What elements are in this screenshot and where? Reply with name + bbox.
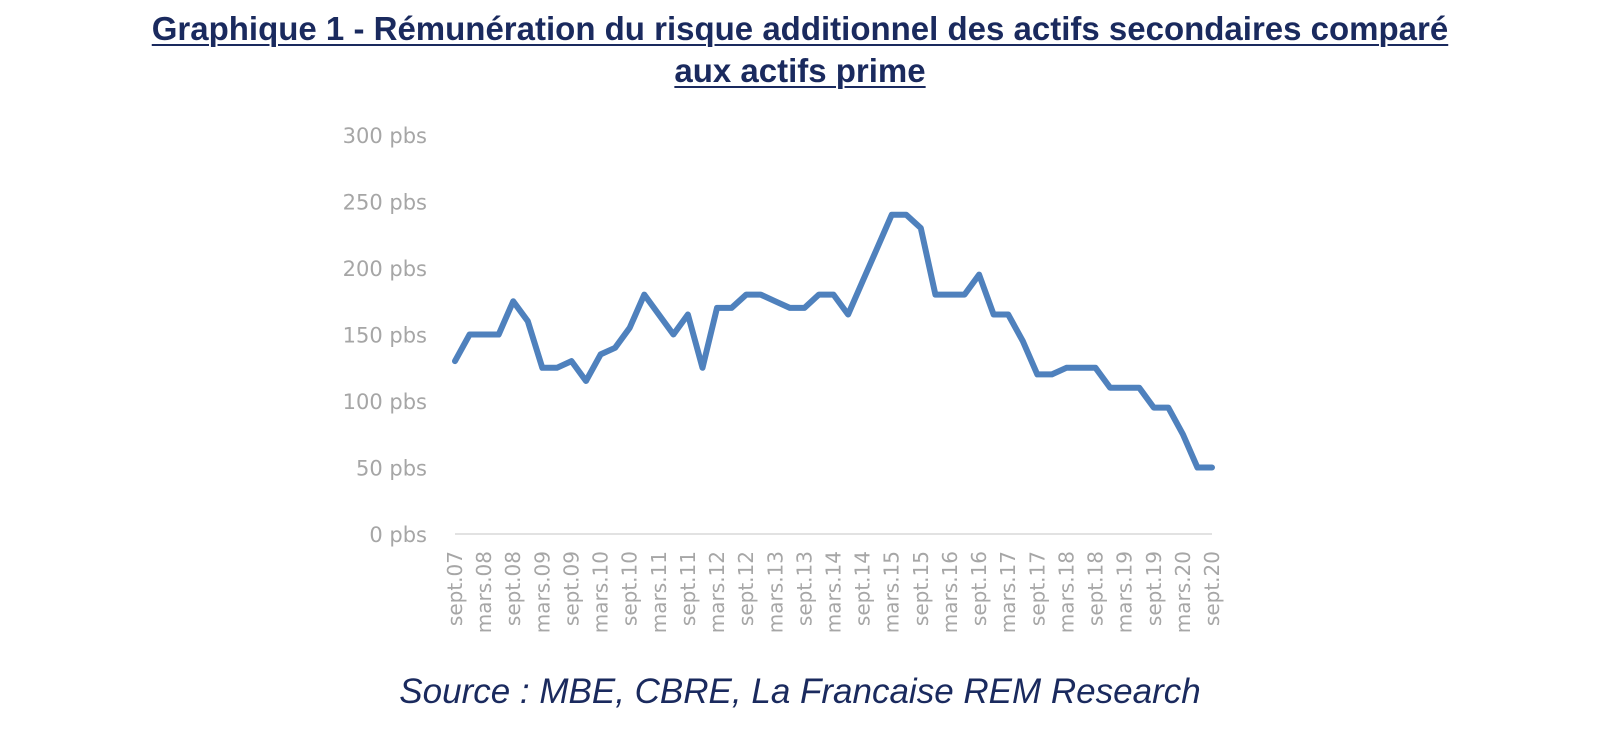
y-axis-labels: 0 pbs 50 pbs 100 pbs 150 pbs 200 pbs 250 pbs 3… [343, 124, 427, 547]
y-tick-label: 100 pbs [343, 390, 427, 414]
series-line [452, 211, 1215, 471]
x-tick-label: mars.11 [647, 551, 671, 633]
x-tick-label: mars.12 [705, 551, 729, 633]
x-tick-label: sept.19 [1142, 551, 1166, 626]
x-tick-label: mars.17 [996, 551, 1020, 633]
chart-title: Graphique 1 - Rémunération du risque add… [0, 8, 1600, 92]
source-note: Source : MBE, CBRE, La Francaise REM Res… [399, 672, 1201, 711]
y-tick-label: 300 pbs [343, 124, 427, 148]
x-tick-label: mars.14 [822, 551, 846, 633]
chart-title-line-1: Graphique 1 - Rémunération du risque add… [151, 10, 1449, 47]
x-tick-label: sept.08 [501, 551, 525, 626]
x-tick-label: sept.12 [734, 551, 758, 626]
x-tick-label: sept.11 [676, 551, 700, 626]
x-tick-label: sept.13 [792, 551, 816, 626]
x-tick-label: sept.20 [1200, 551, 1224, 626]
y-tick-label: 0 pbs [369, 523, 427, 547]
x-tick-label: mars.20 [1171, 551, 1195, 633]
series-group [452, 211, 1215, 471]
x-tick-label: sept.10 [618, 551, 642, 626]
x-tick-label: sept.09 [559, 551, 583, 626]
y-tick-label: 200 pbs [343, 257, 427, 281]
x-tick-label: sept.17 [1025, 551, 1049, 626]
x-tick-label: mars.19 [1113, 551, 1137, 633]
x-tick-label: sept.16 [967, 551, 991, 626]
x-tick-label: mars.10 [589, 551, 613, 633]
x-tick-label: mars.13 [763, 551, 787, 633]
x-tick-label: sept.07 [443, 551, 467, 626]
x-tick-label: mars.18 [1054, 551, 1078, 633]
y-tick-label: 250 pbs [343, 191, 427, 215]
x-tick-label: mars.08 [472, 551, 496, 633]
chart-title-line-2: aux actifs prime [674, 52, 926, 89]
x-tick-label: mars.09 [530, 551, 554, 633]
x-tick-label: sept.18 [1084, 551, 1108, 626]
x-axis-labels: sept.07 mars.08 sept.08 mars.09 sept.09 mars.… [443, 551, 1224, 633]
x-tick-label: sept.15 [909, 551, 933, 626]
x-tick-label: mars.16 [938, 551, 962, 633]
y-tick-label: 50 pbs [356, 457, 427, 481]
x-tick-label: mars.15 [880, 551, 904, 633]
x-tick-label: sept.14 [851, 551, 875, 626]
y-tick-label: 150 pbs [343, 324, 427, 348]
